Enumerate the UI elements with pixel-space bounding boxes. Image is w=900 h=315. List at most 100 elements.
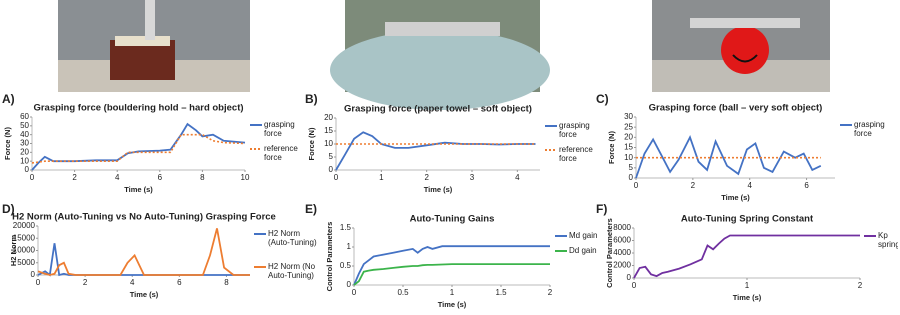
y-tick-label: 1.5: [340, 223, 352, 232]
x-tick-label: 0.5: [397, 288, 409, 297]
x-tick-label: 8: [224, 278, 229, 287]
series-line: [353, 245, 550, 286]
photo-smile: [732, 54, 758, 63]
x-tick-label: 0: [334, 173, 339, 182]
panel-label: C): [596, 92, 609, 106]
y-tick-label: 25: [624, 122, 633, 131]
y-tick-label: 20: [324, 113, 333, 122]
chart-title: Auto-Tuning Gains: [410, 214, 495, 225]
y-tick-label: 15: [624, 143, 633, 152]
y-tick-label: 30: [20, 139, 29, 148]
x-tick-label: 1.5: [495, 288, 507, 297]
y-tick-label: 10: [20, 156, 29, 165]
y-tick-label: 50: [20, 121, 29, 130]
y-tick-label: 0: [25, 165, 30, 174]
series-line: [353, 263, 550, 286]
x-tick-label: 3: [470, 173, 475, 182]
x-tick-label: 10: [241, 173, 250, 182]
x-axis-label: Time (s): [424, 185, 453, 194]
y-tick-label: 10: [324, 139, 333, 148]
series-line: [37, 243, 250, 277]
chart-title: Grasping force (ball – very soft object): [649, 103, 823, 114]
y-tick-label: 5: [629, 163, 634, 172]
x-tick-label: 0: [352, 288, 357, 297]
y-axis-label: H2 Norm: [9, 235, 18, 267]
y-tick-label: 4000: [613, 248, 631, 257]
chart-title: Grasping force (bouldering hold – hard o…: [33, 103, 243, 114]
panel-label: B): [305, 92, 318, 106]
x-tick-label: 4: [115, 173, 120, 182]
x-tick-label: 2: [858, 281, 863, 290]
photo-ball: [721, 26, 769, 74]
y-tick-label: 15: [324, 126, 333, 135]
chart-title: Auto-Tuning Spring Constant: [681, 214, 814, 225]
x-axis-label: Time (s): [124, 185, 153, 194]
photo-gripper-2: [690, 18, 800, 28]
y-tick-label: 0: [31, 270, 36, 279]
photo-towel: [330, 30, 550, 110]
y-tick-label: 30: [624, 112, 633, 121]
x-tick-label: 2: [83, 278, 88, 287]
series-line: [635, 135, 822, 179]
legend-box: H2 Norm (No Auto-Tuning): [268, 262, 316, 280]
y-tick-label: 0: [629, 173, 634, 182]
legend-box: grasping force: [854, 120, 885, 138]
legend-box: reference force: [264, 144, 298, 162]
y-axis-label: Force (N): [307, 127, 316, 160]
legend-box: grasping force: [264, 120, 295, 138]
x-axis-label: Time (s): [733, 293, 762, 302]
panel-label: D): [2, 202, 15, 216]
legend-label: reference force: [559, 145, 593, 163]
photo-hold: [110, 40, 175, 80]
y-tick-label: 5: [329, 152, 334, 161]
x-tick-label: 1: [379, 173, 384, 182]
chart-title: H2 Norm (Auto-Tuning vs No Auto-Tuning) …: [12, 212, 276, 223]
x-tick-label: 0: [30, 173, 35, 182]
y-tick-label: 20000: [13, 221, 36, 230]
legend-label: grasping force: [854, 120, 885, 138]
y-tick-label: 1: [347, 242, 352, 251]
y-tick-label: 10: [624, 153, 633, 162]
x-tick-label: 6: [158, 173, 163, 182]
x-tick-label: 4: [130, 278, 135, 287]
x-tick-label: 2: [548, 288, 553, 297]
photo-hold-top: [115, 36, 170, 46]
series-line: [633, 234, 860, 279]
legend-label: reference force: [264, 144, 298, 162]
y-tick-label: 0.5: [340, 261, 352, 270]
y-axis-label: Control Parameters: [325, 222, 334, 292]
x-tick-label: 8: [200, 173, 205, 182]
x-tick-label: 6: [804, 181, 809, 190]
y-tick-label: 8000: [613, 223, 631, 232]
photos: [58, 0, 830, 110]
x-tick-label: 0: [632, 281, 637, 290]
legend-box: H2 Norm (Auto-Tuning): [268, 229, 317, 247]
legend-box: reference force: [559, 145, 593, 163]
x-tick-label: 2: [691, 181, 696, 190]
panel-label: F): [596, 202, 607, 216]
y-tick-label: 5000: [17, 258, 35, 267]
legend-label: Md gain: [569, 231, 598, 240]
series-line: [31, 133, 246, 164]
x-axis-label: Time (s): [721, 193, 750, 202]
photo-arm: [145, 0, 155, 40]
legend-box: Dd gain: [569, 246, 597, 255]
x-tick-label: 1: [745, 281, 750, 290]
panel-label: E): [305, 202, 317, 216]
y-tick-label: 20: [624, 132, 633, 141]
y-axis-label: Control Parameters: [605, 218, 614, 288]
y-tick-label: 0: [627, 273, 632, 282]
x-tick-label: 2: [424, 173, 429, 182]
series-line: [31, 122, 246, 171]
legend-label: Dd gain: [569, 246, 597, 255]
legend-label: H2 Norm (No Auto-Tuning): [268, 262, 316, 280]
x-tick-label: 4: [747, 181, 752, 190]
legend-label: Kp spring: [878, 231, 898, 249]
x-tick-label: 6: [177, 278, 182, 287]
y-tick-label: 40: [20, 130, 29, 139]
y-tick-label: 0: [329, 165, 334, 174]
legend-label: grasping force: [264, 120, 295, 138]
legend-box: Kp spring: [878, 231, 898, 249]
y-tick-label: 6000: [613, 236, 631, 245]
